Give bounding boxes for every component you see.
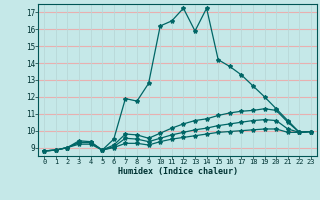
X-axis label: Humidex (Indice chaleur): Humidex (Indice chaleur) bbox=[118, 167, 238, 176]
